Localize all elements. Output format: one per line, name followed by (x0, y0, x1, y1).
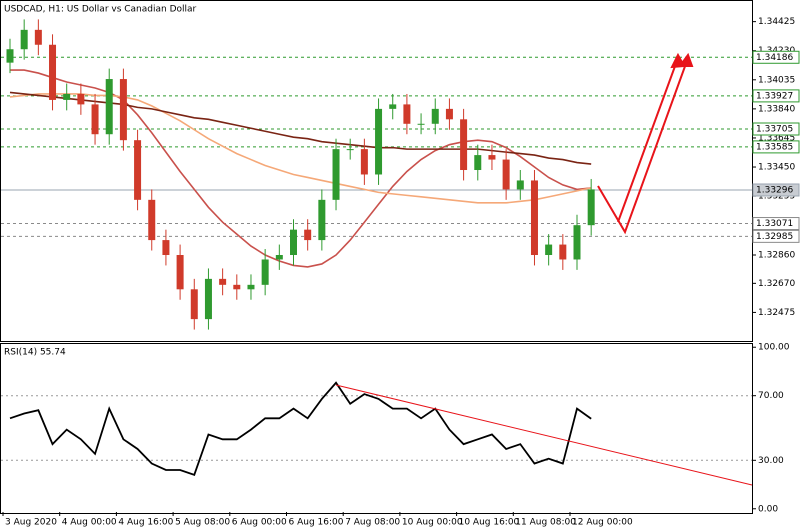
candle-body (431, 108, 439, 124)
level-tag-label: 1.33705 (756, 125, 793, 135)
candle-body (233, 284, 241, 290)
y-tick-label: 1.32670 (758, 279, 795, 289)
level-tag-label: 1.32985 (756, 232, 793, 242)
candle-body (290, 229, 297, 256)
candle-body (460, 119, 468, 171)
forecast-arrow (617, 57, 679, 223)
level-tag (752, 217, 800, 231)
candle-body (360, 149, 368, 175)
x-tick-label: 3 Aug 2020 (5, 518, 57, 528)
candle-body (20, 29, 28, 50)
candle-body (488, 155, 496, 160)
candle-body (176, 255, 184, 290)
y-tick-label: 1.34035 (758, 75, 795, 85)
candle-body (77, 93, 85, 105)
y-tick-label: 1.32860 (758, 251, 795, 261)
level-tag-label: 1.33927 (756, 91, 793, 101)
x-tick-label: 4 Aug 00:00 (62, 518, 117, 528)
candle-body (417, 123, 425, 125)
level-tag (752, 140, 800, 154)
candle-body (516, 180, 524, 190)
x-tick-label: 7 Aug 08:00 (345, 518, 400, 528)
candle-body (573, 225, 581, 260)
y-tick-label: 1.32475 (758, 308, 795, 318)
level-tag (752, 183, 800, 197)
rsi-line (9, 381, 592, 476)
candle-body (559, 244, 567, 260)
candle-body (304, 229, 312, 241)
x-tick-label: 4 Aug 16:00 (118, 518, 173, 528)
x-tick-label: 12 Aug 00:00 (572, 518, 633, 528)
y-tick-label: 70.00 (758, 391, 784, 401)
forecast-arrow (597, 57, 689, 235)
candle-body (261, 259, 269, 285)
candle-body (502, 159, 510, 190)
x-tick-label: 5 Aug 08:00 (175, 518, 230, 528)
chart-title: USDCAD, H1: US Dollar vs Canadian Dollar (4, 5, 197, 15)
rsi-title: RSI(14) 55.74 (4, 348, 66, 358)
candle-body (34, 29, 42, 45)
forecast-arrows (597, 52, 694, 235)
y-tick-label: 30.00 (758, 456, 784, 466)
plot-layer: 1.344251.342301.340351.338401.336451.334… (1, 17, 800, 528)
candle-body (389, 104, 397, 109)
candle-body (587, 189, 595, 226)
candle-body (332, 149, 340, 200)
y-tick-label: 1.33840 (758, 104, 795, 114)
y-tick-label: 1.34425 (758, 17, 795, 27)
rsi-trendline (335, 384, 753, 486)
candle-body (445, 108, 453, 120)
candle-body (162, 240, 170, 256)
level-tag (752, 122, 800, 136)
candle-body (275, 255, 283, 260)
x-tick-label: 10 Aug 16:00 (459, 518, 520, 528)
x-tick-label: 6 Aug 00:00 (232, 518, 287, 528)
candle-body (530, 180, 538, 256)
candle-body (247, 284, 255, 290)
candle-body (403, 104, 411, 124)
candle-body (545, 244, 553, 256)
rsi-panel-frame (0, 343, 753, 514)
y-tick-label: 1.33645 (758, 133, 795, 143)
level-tag-label: 1.33071 (756, 219, 793, 229)
level-tag-label: 1.34186 (756, 53, 793, 63)
y-tick-label: 1.33255 (758, 192, 795, 202)
y-tick-label: 100.00 (758, 343, 790, 353)
candle-body (474, 155, 482, 171)
candle-body (346, 149, 354, 151)
y-tick-label: 1.33450 (758, 163, 795, 173)
x-tick-label: 6 Aug 16:00 (289, 518, 344, 528)
candle-body (148, 199, 156, 241)
x-tick-label: 11 Aug 08:00 (515, 518, 576, 528)
arrow-head (670, 52, 686, 69)
candle-body (119, 79, 127, 141)
candle-body (49, 44, 57, 100)
level-tag (752, 229, 800, 243)
candle-body (91, 104, 99, 135)
candle-body (219, 278, 227, 285)
level-tag-label: 1.33585 (756, 142, 793, 152)
candle-body (105, 79, 113, 135)
candle-body (375, 108, 383, 175)
x-tick-label: 10 Aug 00:00 (402, 518, 463, 528)
candle-body (190, 289, 198, 320)
level-tag (752, 89, 800, 103)
candle-body (63, 93, 71, 100)
candle-body (204, 278, 212, 320)
level-tag-label: 1.33296 (756, 185, 793, 195)
candle-body (318, 199, 326, 241)
candle-body (6, 49, 14, 63)
candle-body (134, 140, 142, 200)
y-tick-label: 0.00 (758, 504, 778, 514)
level-tag (752, 50, 800, 64)
price-panel-frame (0, 0, 753, 342)
